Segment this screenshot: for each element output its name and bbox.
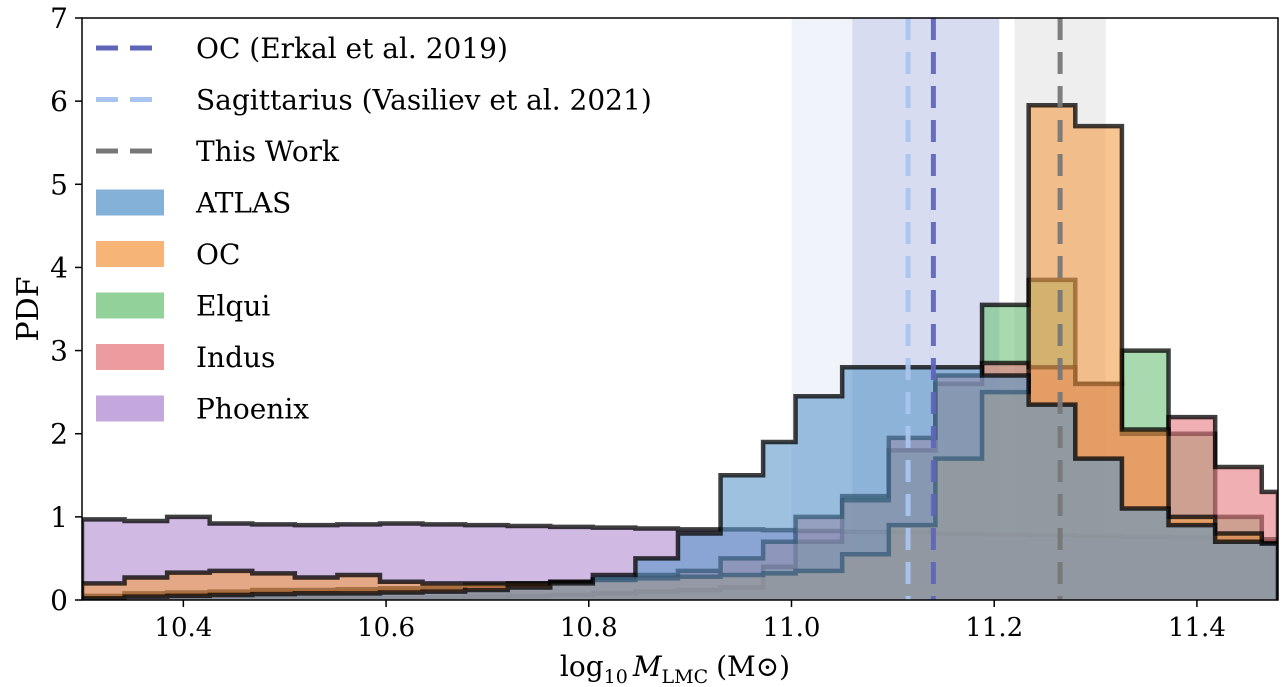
legend-patch-swatch	[96, 395, 164, 422]
legend-patch-swatch	[96, 241, 164, 267]
legend-label: OC	[196, 238, 240, 271]
x-tick-label: 10.6	[357, 613, 415, 643]
legend-label: OC (Erkal et al. 2019)	[196, 32, 508, 65]
y-tick-label: 0	[50, 584, 68, 617]
legend-patch-swatch	[96, 292, 164, 319]
x-tick-label: 11.2	[965, 613, 1023, 643]
x-tick-label: 10.4	[154, 613, 212, 643]
y-tick-label: 4	[50, 251, 68, 284]
axes: 10.4 10.6 10.8 11.0 11.2 11.4 0 1 2 3 4 5 6 7	[50, 2, 1279, 643]
y-tick-label: 3	[50, 335, 68, 368]
legend-label: Elqui	[196, 290, 270, 323]
x-tick-label: 11.0	[763, 613, 821, 643]
y-axis-label: PDF	[11, 276, 46, 341]
legend-label: Phoenix	[196, 393, 309, 426]
x-axis-label: log10 MLMC (M⊙)	[560, 650, 790, 687]
y-tick-label: 7	[50, 2, 68, 35]
legend-label: Indus	[196, 341, 275, 374]
y-tick-label: 5	[50, 168, 68, 201]
plot-frame	[81, 17, 1279, 601]
legend: OC (Erkal et al. 2019) Sagittarius (Vasil…	[96, 32, 652, 426]
legend-label: This Work	[196, 135, 340, 168]
legend-label: ATLAS	[195, 187, 291, 220]
plot-area	[82, 18, 1278, 600]
hist-fill-atlas	[82, 367, 1278, 600]
legend-patch-swatch	[96, 344, 164, 370]
hist-outline-atlas	[82, 364, 1278, 600]
y-tick-label: 1	[50, 501, 68, 534]
legend-patch-swatch	[96, 189, 164, 216]
legend-label: Sagittarius (Vasiliev et al. 2021)	[196, 84, 652, 117]
x-axis-label-text: log10 MLMC (M⊙)	[560, 650, 790, 687]
x-tick-label: 10.8	[560, 613, 618, 643]
y-tick-label: 2	[50, 418, 68, 451]
y-tick-label: 6	[50, 85, 68, 118]
x-tick-label: 11.4	[1168, 613, 1226, 643]
